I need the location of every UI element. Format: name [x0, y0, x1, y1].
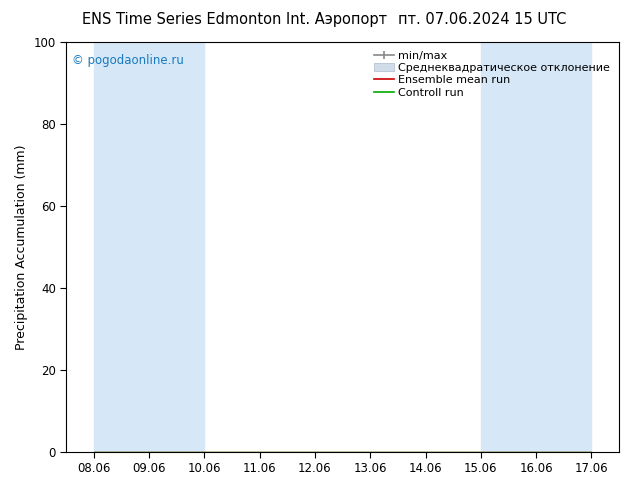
Legend: min/max, Среднеквадратическое отклонение, Ensemble mean run, Controll run: min/max, Среднеквадратическое отклонение…	[370, 48, 614, 101]
Text: © pogodaonline.ru: © pogodaonline.ru	[72, 54, 184, 67]
Text: пт. 07.06.2024 15 UTC: пт. 07.06.2024 15 UTC	[398, 12, 566, 27]
Bar	[481, 42, 592, 452]
Text: ENS Time Series Edmonton Int. Аэропорт: ENS Time Series Edmonton Int. Аэропорт	[82, 12, 387, 27]
Y-axis label: Precipitation Accumulation (mm): Precipitation Accumulation (mm)	[15, 144, 28, 349]
Bar	[94, 42, 204, 452]
